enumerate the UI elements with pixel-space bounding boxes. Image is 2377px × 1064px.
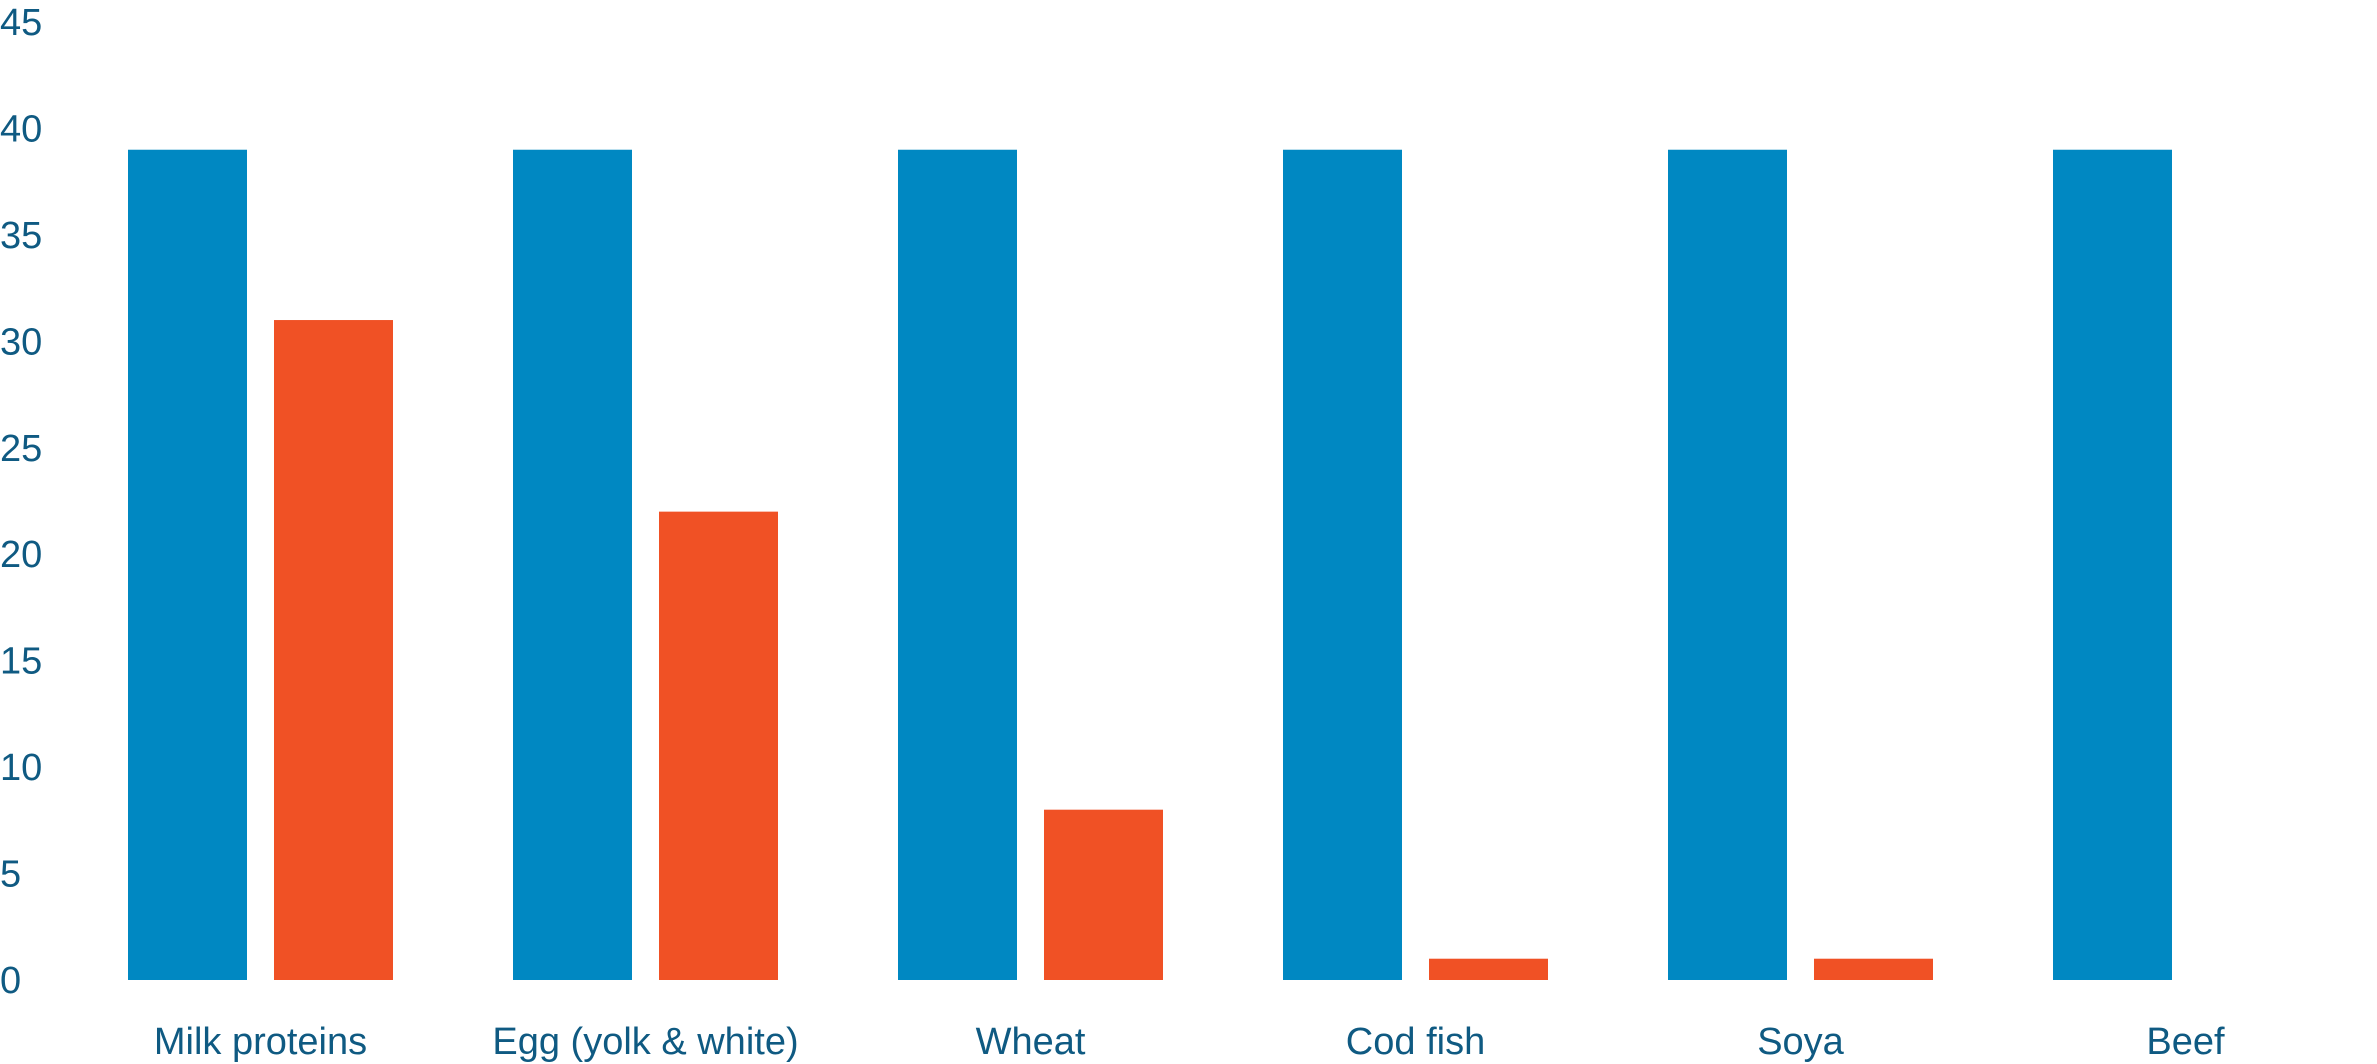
bar-series-2-cod-fish [1429,958,1548,980]
x-category-label: Milk proteins [154,1021,367,1063]
y-tick-label: 15 [0,641,42,683]
bar-series-2-wheat [1044,809,1163,980]
y-tick-label: 40 [0,108,42,150]
x-category-label: Cod fish [1346,1021,1485,1063]
bars-group [128,149,2172,980]
x-category-label: Wheat [976,1021,1086,1063]
bar-series-1-milk-proteins [128,149,247,980]
x-axis: Milk proteins Egg (yolk & white) Wheat Cod … [154,1021,2225,1063]
y-tick-label: 45 [0,2,42,44]
y-tick-label: 25 [0,428,42,470]
x-category-label: Beef [2146,1021,2225,1063]
bar-series-1-beef [2053,149,2172,980]
y-tick-label: 20 [0,534,42,576]
bar-series-1-cod-fish [1283,149,1402,980]
y-tick-label: 35 [0,215,42,257]
y-tick-label: 30 [0,321,42,363]
bar-series-2-egg-yolk-white [659,511,778,980]
y-tick-label: 10 [0,747,42,789]
x-category-label: Egg (yolk & white) [492,1021,798,1063]
y-axis: 0 5 10 15 20 25 30 35 40 45 [0,2,42,1002]
bar-series-1-wheat [898,149,1017,980]
y-tick-label: 5 [0,854,21,896]
bar-series-1-soya [1668,149,1787,980]
bar-series-2-milk-proteins [274,320,393,980]
bar-series-2-soya [1814,958,1933,980]
y-tick-label: 0 [0,960,21,1002]
bar-series-1-egg-yolk-white [513,149,632,980]
x-category-label: Soya [1757,1021,1844,1063]
